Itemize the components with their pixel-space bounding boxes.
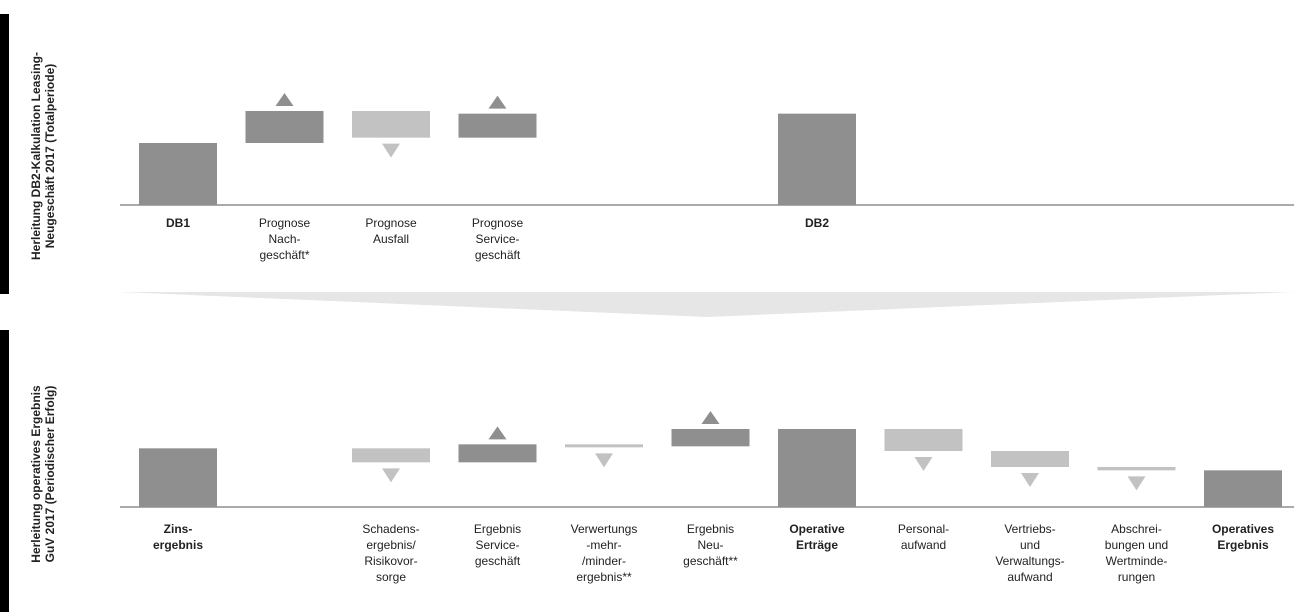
bar-total bbox=[139, 448, 217, 507]
bar-decrease bbox=[884, 428, 963, 451]
increase-arrow-icon bbox=[275, 92, 294, 106]
increase-arrow-icon bbox=[701, 410, 720, 424]
decrease-arrow-icon bbox=[914, 456, 933, 471]
section-marker-top bbox=[0, 14, 9, 294]
category-label: Zins- ergebnis bbox=[152, 522, 203, 552]
category-label: DB1 bbox=[165, 216, 190, 230]
bar-total bbox=[778, 428, 856, 507]
increase-arrow-icon bbox=[488, 95, 507, 109]
bar-increase bbox=[458, 444, 537, 463]
increase-arrow-icon bbox=[488, 426, 507, 440]
category-label: Vertriebs- und Verwaltungs- aufwand bbox=[995, 522, 1065, 584]
bar-total bbox=[1204, 470, 1282, 507]
category-label: Prognose Nach- geschäft* bbox=[258, 216, 311, 262]
category-label: DB2 bbox=[804, 216, 829, 230]
bar-total bbox=[139, 142, 217, 205]
decrease-arrow-icon bbox=[382, 143, 400, 158]
decrease-arrow-icon bbox=[595, 453, 613, 468]
bar-total bbox=[778, 113, 856, 205]
decrease-arrow-icon bbox=[1021, 472, 1039, 487]
category-label: Operatives Ergebnis bbox=[1211, 522, 1275, 552]
bar-decrease bbox=[1097, 466, 1176, 471]
bar-increase bbox=[458, 113, 537, 138]
decrease-arrow-icon bbox=[1127, 476, 1146, 491]
category-label: Prognose Service- geschäft bbox=[471, 216, 524, 262]
category-label: Operative Erträge bbox=[789, 522, 845, 552]
bar-decrease bbox=[352, 110, 430, 138]
section-marker-bottom bbox=[0, 330, 9, 612]
transition-band bbox=[120, 292, 1294, 317]
decrease-arrow-icon bbox=[382, 468, 400, 483]
category-label: Prognose Ausfall bbox=[365, 216, 417, 246]
bar-increase bbox=[245, 110, 324, 143]
bar-increase bbox=[671, 428, 750, 447]
bar-decrease bbox=[352, 448, 430, 463]
bar-decrease bbox=[565, 444, 643, 448]
category-label: Personal- aufwand bbox=[897, 522, 950, 552]
category-label: Schadens- ergebnis/ Risikovor- sorge bbox=[362, 522, 420, 584]
bar-decrease bbox=[991, 450, 1069, 467]
category-label: Ergebnis Neu- geschäft** bbox=[683, 522, 738, 568]
category-label: Abschrei- bungen und Wertminde- rungen bbox=[1104, 522, 1169, 584]
category-label: Verwertungs -mehr- /minder- ergebnis** bbox=[570, 522, 638, 584]
category-label: Ergebnis Service- geschäft bbox=[473, 522, 522, 568]
